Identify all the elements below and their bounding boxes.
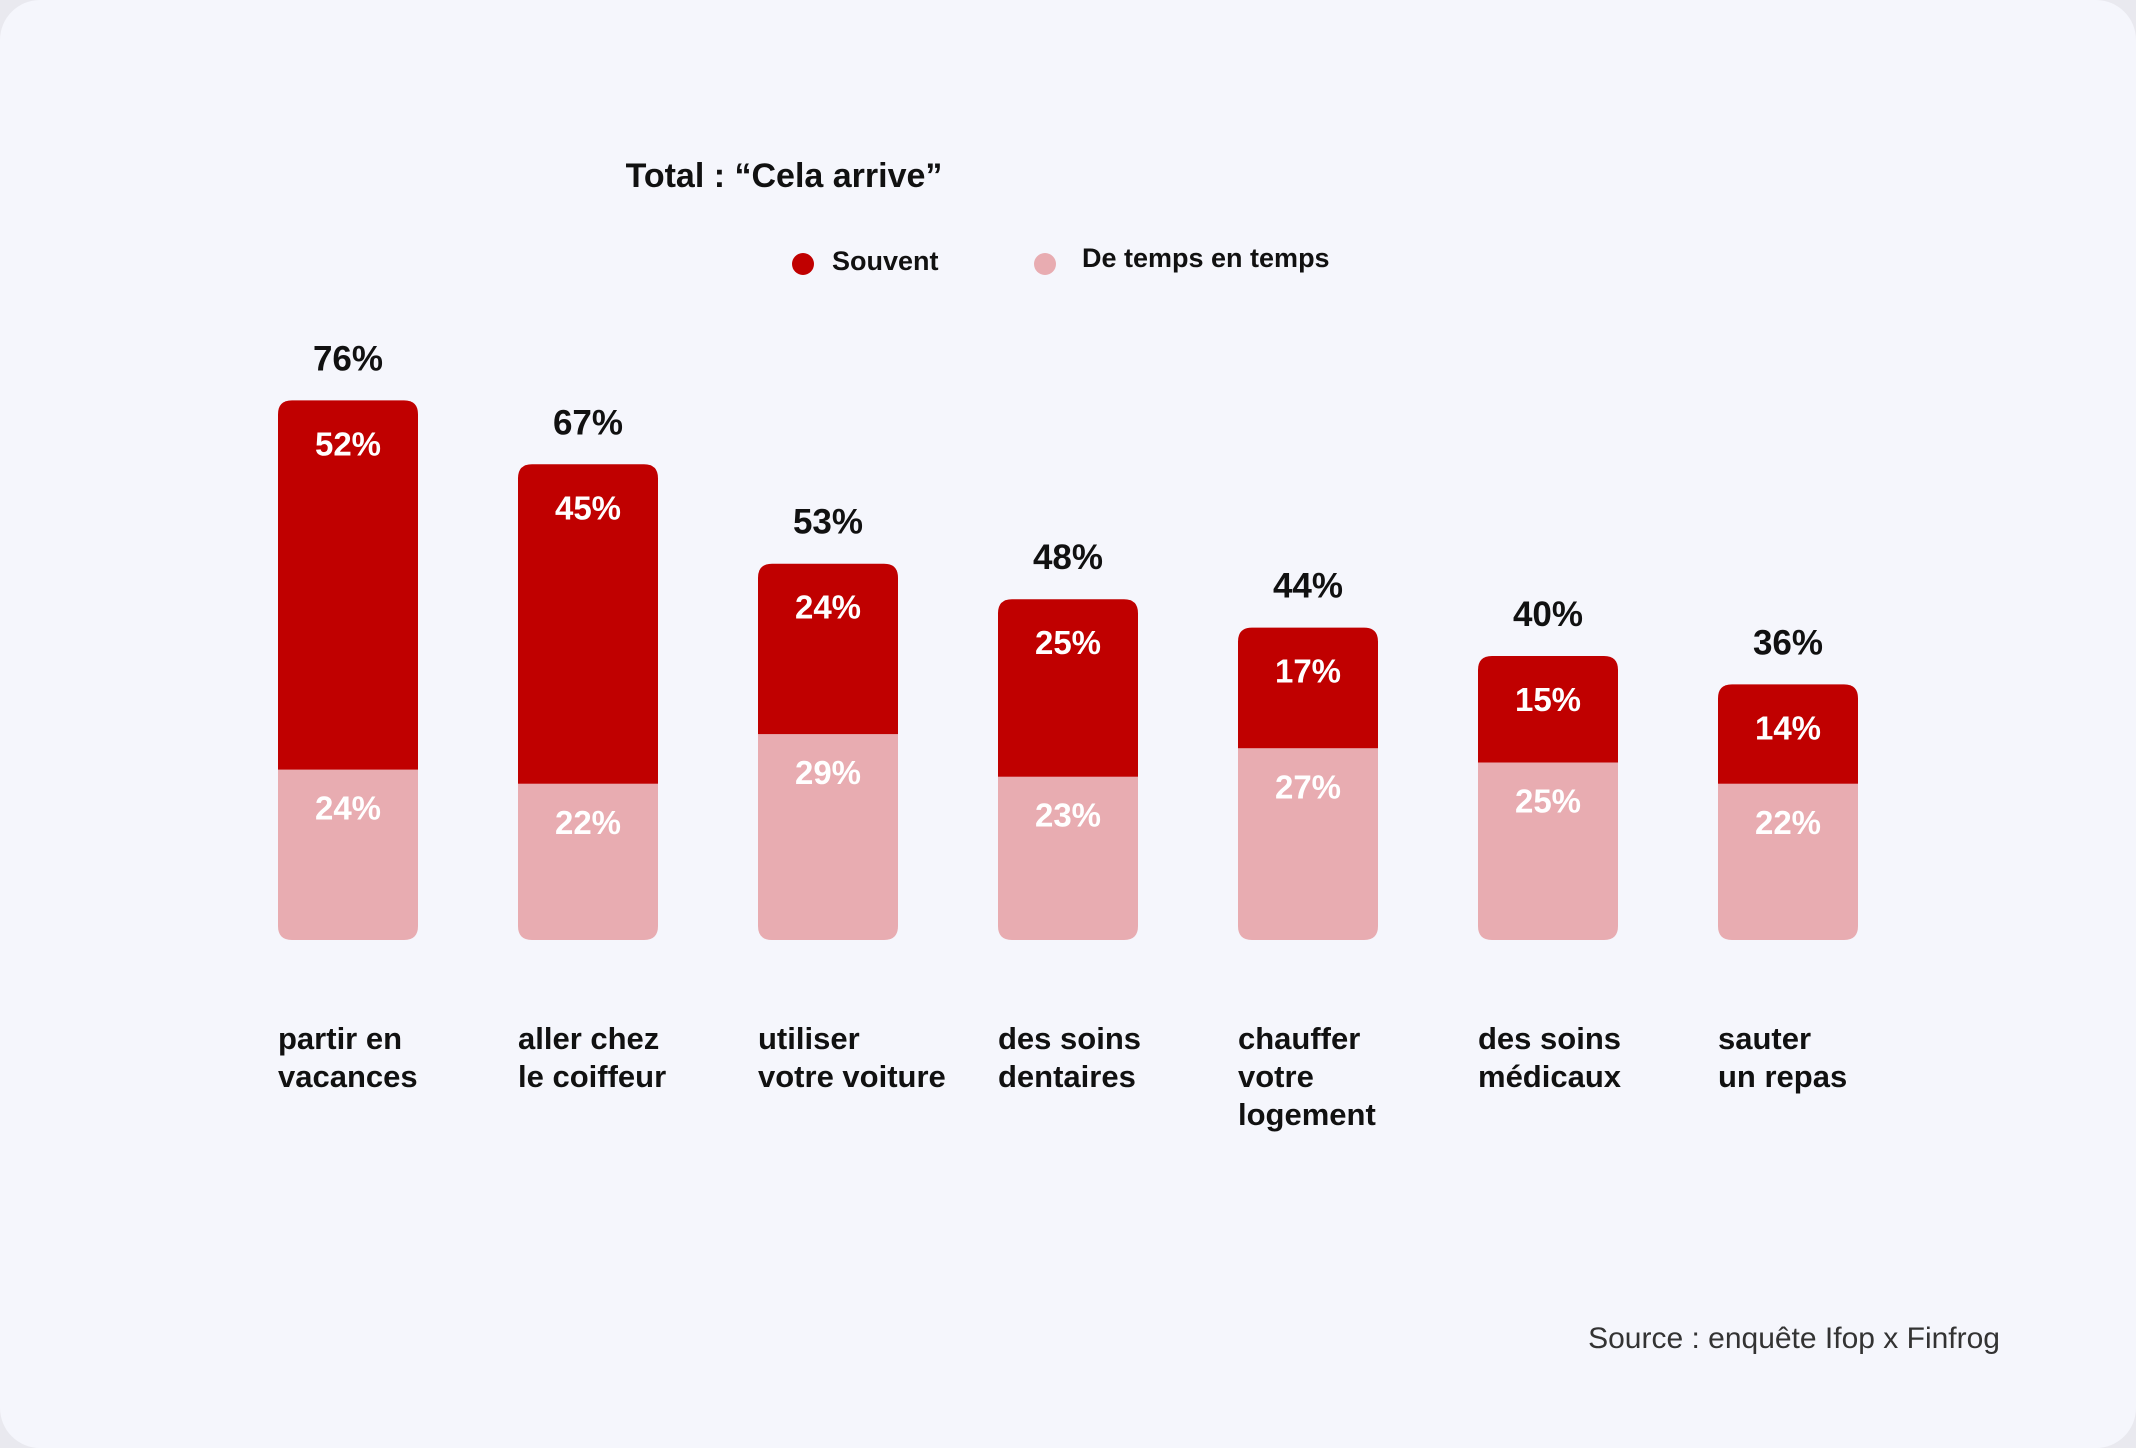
data-label-souvent: 17% (1275, 653, 1341, 690)
category-label: vacances (278, 1059, 418, 1094)
bar-segment-souvent (758, 563, 898, 735)
category-label: votre voiture (758, 1059, 946, 1094)
category-label: des soins (998, 1021, 1141, 1056)
total-label: 53% (793, 503, 863, 542)
data-label-de-temps-en-temps: 25% (1515, 783, 1581, 820)
legend-swatch-de-temps-en-temps (1034, 253, 1056, 275)
bar-segment-de-temps-en-temps (518, 783, 658, 940)
bar-segment-souvent (1718, 684, 1858, 784)
data-label-souvent: 45% (555, 489, 621, 526)
bar-segment-souvent (278, 400, 418, 770)
category-label: chauffer (1238, 1021, 1360, 1056)
data-label-souvent: 24% (795, 589, 861, 626)
category-label: sauter (1718, 1021, 1811, 1056)
data-label-de-temps-en-temps: 29% (795, 754, 861, 791)
bar-segment-souvent (518, 464, 658, 784)
category-label: utiliser (758, 1021, 860, 1056)
bar-segment-souvent (1238, 627, 1378, 749)
data-label-souvent: 25% (1035, 624, 1101, 661)
data-label-de-temps-en-temps: 24% (315, 790, 381, 827)
data-label-souvent: 14% (1755, 709, 1821, 746)
bar-segment-de-temps-en-temps (278, 769, 418, 940)
chart-title: Total : “Cela arrive” (625, 157, 943, 195)
bar-segment-souvent (998, 599, 1138, 777)
category-label: votre (1238, 1059, 1314, 1094)
category-label: logement (1238, 1097, 1376, 1132)
bar-segment-de-temps-en-temps (758, 734, 898, 940)
data-label-souvent: 52% (315, 425, 381, 462)
category-label: partir en (278, 1021, 402, 1056)
category-label: médicaux (1478, 1059, 1622, 1094)
bar-segment-de-temps-en-temps (998, 776, 1138, 940)
legend-label-souvent: Souvent (832, 246, 939, 276)
legend-swatch-souvent (792, 253, 814, 275)
bar-segment-souvent (1478, 656, 1618, 763)
data-label-de-temps-en-temps: 23% (1035, 797, 1101, 834)
category-label: aller chez (518, 1021, 659, 1056)
data-label-de-temps-en-temps: 22% (1755, 804, 1821, 841)
total-label: 40% (1513, 595, 1583, 634)
data-label-souvent: 15% (1515, 681, 1581, 718)
data-label-de-temps-en-temps: 27% (1275, 768, 1341, 805)
bar-segment-de-temps-en-temps (1238, 748, 1378, 940)
data-label-de-temps-en-temps: 22% (555, 804, 621, 841)
bar-segment-de-temps-en-temps (1478, 762, 1618, 940)
total-label: 76% (313, 339, 383, 378)
total-label: 36% (1753, 623, 1823, 662)
source-note: Source : enquête Ifop x Finfrog (1588, 1322, 2000, 1355)
legend-label-de-temps-en-temps: De temps en temps (1082, 243, 1330, 273)
category-label: le coiffeur (518, 1059, 666, 1094)
total-label: 67% (553, 403, 623, 442)
category-label: un repas (1718, 1059, 1847, 1094)
total-label: 48% (1033, 538, 1103, 577)
category-label: des soins (1478, 1021, 1621, 1056)
total-label: 44% (1273, 567, 1343, 606)
category-label: dentaires (998, 1059, 1136, 1094)
bar-segment-de-temps-en-temps (1718, 783, 1858, 940)
